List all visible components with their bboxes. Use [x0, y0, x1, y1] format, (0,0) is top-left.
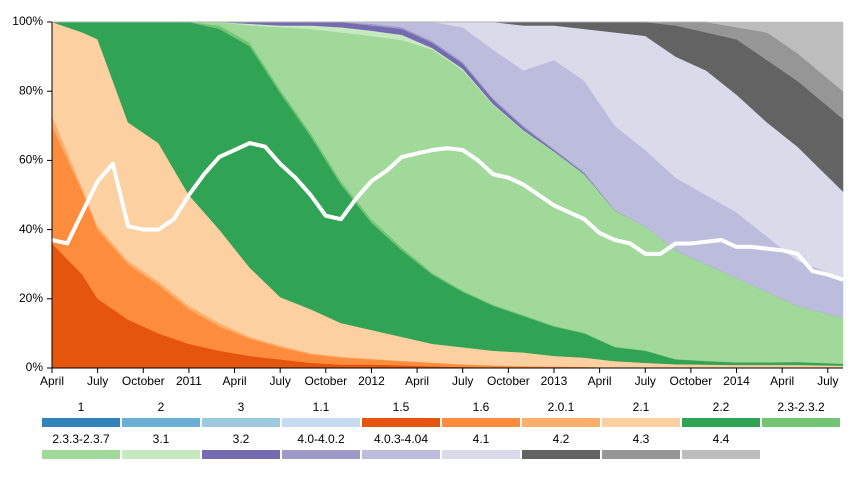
- legend-swatch: [442, 450, 520, 459]
- x-tick-label: April: [405, 374, 429, 388]
- x-tick-label: July: [270, 374, 291, 388]
- legend-label: 2.2: [713, 400, 730, 414]
- legend-swatch: [42, 418, 120, 427]
- x-tick-label: 2014: [723, 374, 750, 388]
- legend-label: 1.5: [393, 400, 410, 414]
- legend-swatch: [602, 418, 680, 427]
- legend-swatch: [682, 418, 760, 427]
- legend-swatch: [522, 418, 600, 427]
- legend-swatch: [202, 450, 280, 459]
- x-tick-label: July: [635, 374, 656, 388]
- y-tick-label: 20%: [19, 291, 43, 305]
- legend-swatch: [682, 450, 760, 459]
- legend-swatch: [122, 418, 200, 427]
- legend-swatch: [282, 418, 360, 427]
- legend-swatch: [42, 450, 120, 459]
- overlay-line: [51, 141, 844, 282]
- legend-label: 4.2: [553, 432, 570, 446]
- legend-label: 2.3-2.3.2: [777, 400, 825, 414]
- legend-swatch: [362, 450, 440, 459]
- legend-label: 3.2: [233, 432, 250, 446]
- legend-swatch: [602, 450, 680, 459]
- y-tick-label: 100%: [12, 14, 43, 28]
- x-tick-label: 2011: [176, 374, 202, 388]
- x-tick-label: April: [40, 374, 64, 388]
- x-tick-label: April: [588, 374, 612, 388]
- x-tick-label: July: [87, 374, 108, 388]
- legend-label: 4.4: [713, 432, 730, 446]
- x-tick-label: July: [817, 374, 838, 388]
- legend-label: 2.0.1: [548, 400, 575, 414]
- legend-label: 4.3: [633, 432, 650, 446]
- legend-swatch: [282, 450, 360, 459]
- x-tick-label: April: [223, 374, 247, 388]
- legend-label: 1.1: [313, 400, 330, 414]
- y-tick-label: 80%: [19, 83, 43, 97]
- legend-swatch: [442, 418, 520, 427]
- x-tick-label: October: [304, 374, 347, 388]
- x-tick-label: October: [122, 374, 165, 388]
- legend-swatch: [362, 418, 440, 427]
- legend-label: 3: [238, 400, 245, 414]
- x-tick-label: October: [670, 374, 713, 388]
- legend-swatch: [122, 450, 200, 459]
- legend-label: 4.1: [473, 432, 490, 446]
- legend-label: 4.0.3-4.04: [374, 432, 428, 446]
- y-tick-label: 40%: [19, 222, 43, 236]
- legend-label: 1.6: [473, 400, 490, 414]
- legend-label: 1: [78, 400, 85, 414]
- x-tick-label: July: [452, 374, 473, 388]
- legend-label: 4.0-4.0.2: [297, 432, 345, 446]
- x-tick-label: April: [770, 374, 794, 388]
- x-tick-label: October: [487, 374, 530, 388]
- legend-swatch: [522, 450, 600, 459]
- legend-label: 2: [158, 400, 165, 414]
- x-tick-label: 2013: [541, 374, 568, 388]
- legend-label: 3.1: [153, 432, 170, 446]
- legend-swatch: [202, 418, 280, 427]
- y-tick-label: 60%: [19, 153, 43, 167]
- area: [52, 21, 844, 92]
- legend-label: 2.3.3-2.3.7: [52, 432, 110, 446]
- x-tick-label: 2012: [358, 374, 385, 388]
- legend-swatch: [762, 418, 840, 427]
- legend-label: 2.1: [633, 400, 650, 414]
- y-tick-label: 0%: [26, 360, 44, 374]
